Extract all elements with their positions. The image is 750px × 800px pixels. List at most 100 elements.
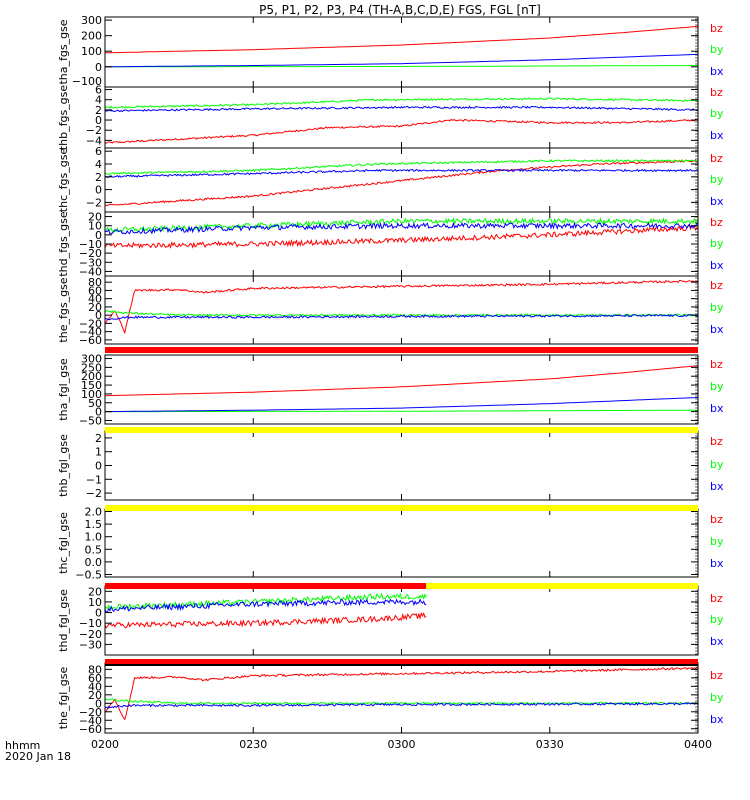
y-tick-label: 1.5 <box>85 518 103 531</box>
series-bx-line <box>104 221 699 235</box>
x-axis: 0200 0230 0300 0330 0400 <box>91 738 712 751</box>
y-axis-label: thd_fgl_gse <box>57 589 70 652</box>
legend-bx: bx <box>710 635 724 648</box>
y-tick-label: −30 <box>79 256 102 269</box>
series-bz-line <box>104 118 699 144</box>
y-tick-label: 60 <box>88 284 102 297</box>
y-tick-label: 20 <box>88 211 102 224</box>
y-tick-label: 2 <box>95 432 102 445</box>
panel-frame <box>104 430 699 501</box>
y-tick-label: −20 <box>79 628 102 641</box>
y-tick-label: −2 <box>86 487 102 500</box>
y-tick-label: 2.0 <box>85 506 103 519</box>
legend-bz: bz <box>710 279 723 292</box>
y-tick-label: 80 <box>88 663 102 676</box>
y-tick-label: −2 <box>86 196 102 209</box>
legend-bz: bz <box>710 435 723 448</box>
y-tick-label: 300 <box>81 14 102 27</box>
series-by-line <box>104 97 699 109</box>
series-by-line <box>104 592 427 611</box>
legend-by: by <box>710 237 724 250</box>
panel-7: 210−1−2 thb_fgl_gse bz by bx <box>57 430 724 501</box>
y-tick-label: 150 <box>81 379 102 392</box>
legend-by: by <box>710 380 724 393</box>
legend-by: by <box>710 107 724 120</box>
y-tick-label: −60 <box>79 334 102 347</box>
y-tick-label: 20 <box>88 301 102 314</box>
legend-bx: bx <box>710 65 724 78</box>
y-tick-label: −40 <box>79 265 102 278</box>
y-axis-label: tha_fgs_gse <box>57 19 70 84</box>
y-axis-label: thc_fgl_gse <box>57 512 70 574</box>
y-tick-label: 10 <box>88 596 102 609</box>
y-tick-label: −0.5 <box>75 568 102 581</box>
x-tick-label: 0400 <box>684 738 712 751</box>
y-tick-label: 200 <box>81 370 102 383</box>
series-bx-line <box>105 397 699 413</box>
legend-by: by <box>710 458 724 471</box>
y-tick-label: −40 <box>79 326 102 339</box>
y-axis-label: the_fgl_gse <box>57 667 70 730</box>
y-tick-label: 0 <box>95 309 102 322</box>
y-tick-label: 0 <box>95 697 102 710</box>
y-tick-label: 20 <box>88 689 102 702</box>
x-tick-label: 0330 <box>536 738 564 751</box>
y-axis-label: thb_fgs_gse <box>57 85 70 151</box>
y-tick-label: 40 <box>88 293 102 306</box>
y-tick-label: 100 <box>81 388 102 401</box>
series-by-line <box>105 65 698 68</box>
status-bar-yellow <box>105 505 698 511</box>
y-tick-label: 0.0 <box>85 556 103 569</box>
y-tick-label: −2 <box>86 124 102 137</box>
y-tick-label: 6 <box>95 84 102 97</box>
legend-bz: bz <box>710 358 723 371</box>
y-tick-label: 0 <box>95 114 102 127</box>
status-bar-red <box>105 583 427 589</box>
y-tick-label: 0 <box>95 460 102 473</box>
panel-frame <box>104 508 699 578</box>
legend-bz: bz <box>710 86 723 99</box>
y-tick-label: −40 <box>79 714 102 727</box>
x-tick-label: 0230 <box>239 738 267 751</box>
legend-by: by <box>710 535 724 548</box>
series-bz-line <box>104 611 427 629</box>
y-tick-label: −20 <box>79 247 102 260</box>
y-tick-label: 2 <box>95 171 102 184</box>
legend-bz: bz <box>710 216 723 229</box>
y-tick-label: 40 <box>88 680 102 693</box>
x-axis-date: 2020 Jan 18 <box>5 750 71 763</box>
panel-frame <box>104 354 699 425</box>
legend-bx: bx <box>710 402 724 415</box>
x-tick-label: 0300 <box>388 738 416 751</box>
series-by-line <box>105 409 698 413</box>
status-bar-black <box>105 664 698 666</box>
y-tick-label: −30 <box>79 638 102 651</box>
series-bx-line <box>104 168 699 179</box>
y-tick-label: 1 <box>95 446 102 459</box>
status-bar-yellow <box>426 583 698 589</box>
legend-bx: bx <box>710 195 724 208</box>
series-bz-line <box>105 159 699 207</box>
legend-bz: bz <box>710 22 723 35</box>
series-bz-line <box>104 224 699 249</box>
legend-by: by <box>710 43 724 56</box>
status-bar-red <box>105 659 698 664</box>
series-by-line <box>104 159 698 175</box>
y-tick-label: −100 <box>72 75 102 88</box>
y-axis-label: thd_fgs_gse <box>57 211 70 277</box>
y-tick-label: 0 <box>95 607 102 620</box>
y-tick-label: 0 <box>95 406 102 419</box>
y-tick-label: 6 <box>95 145 102 158</box>
y-tick-label: 4 <box>95 94 102 107</box>
panel-8: 2.01.51.00.50.0−0.5 thc_fgl_gse bz by bx <box>57 506 724 582</box>
y-tick-label: −50 <box>79 414 102 427</box>
y-tick-label: 10 <box>88 220 102 233</box>
y-tick-label: −20 <box>79 706 102 719</box>
y-tick-label: 20 <box>88 585 102 598</box>
y-tick-label: 0 <box>95 61 102 74</box>
